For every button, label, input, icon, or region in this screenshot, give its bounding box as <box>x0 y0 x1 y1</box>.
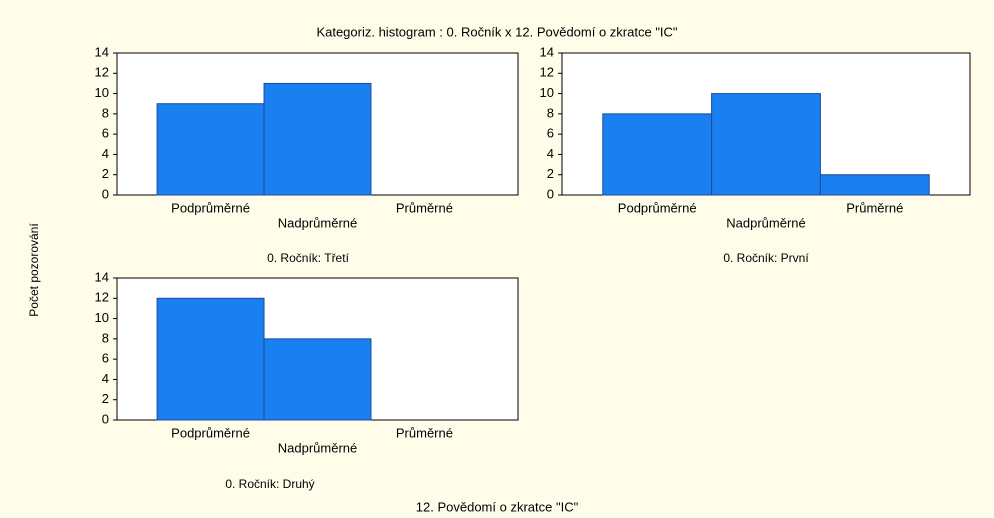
chart-title: Kategoriz. histogram : 0. Ročník x 12. P… <box>316 24 677 39</box>
x-tick-label: Podprůměrné <box>171 425 250 440</box>
y-tick-label: 4 <box>102 146 109 161</box>
y-tick-label: 12 <box>540 65 554 80</box>
bar <box>156 103 265 196</box>
x-tick-label: Podprůměrné <box>171 200 250 215</box>
panel-label: 0. Ročník: Třetí <box>267 251 349 265</box>
y-tick-label: 14 <box>540 44 554 59</box>
x-tick-label: Nadprůměrné <box>726 215 806 230</box>
y-tick-label: 0 <box>102 186 109 201</box>
y-tick-label: 6 <box>102 351 109 366</box>
y-axis-label: Počet pozorování <box>27 223 41 317</box>
y-tick-label: 10 <box>95 85 109 100</box>
y-tick-label: 12 <box>95 65 109 80</box>
x-axis-label: 12. Povědomí o zkratce "IC" <box>416 499 579 514</box>
panel-label: 0. Ročník: Druhý <box>225 477 314 491</box>
y-tick-label: 8 <box>102 105 109 120</box>
x-tick-label: Průměrné <box>846 200 903 215</box>
y-tick-label: 8 <box>102 330 109 345</box>
bar <box>711 93 821 196</box>
bar <box>263 82 372 196</box>
y-tick-label: 6 <box>102 126 109 141</box>
bar <box>263 338 372 421</box>
y-tick-label: 14 <box>95 269 109 284</box>
y-tick-label: 10 <box>95 310 109 325</box>
y-tick-label: 0 <box>102 411 109 426</box>
panel-label: 0. Ročník: První <box>723 251 809 265</box>
y-tick-label: 2 <box>102 391 109 406</box>
y-tick-label: 14 <box>95 44 109 59</box>
y-tick-label: 12 <box>95 290 109 305</box>
bar <box>819 174 930 196</box>
y-tick-label: 2 <box>102 166 109 181</box>
y-tick-label: 10 <box>540 85 554 100</box>
y-tick-label: 0 <box>547 186 554 201</box>
x-tick-label: Průměrné <box>396 200 453 215</box>
x-tick-label: Podprůměrné <box>618 200 697 215</box>
y-tick-label: 4 <box>102 371 109 386</box>
bar <box>156 297 265 421</box>
y-tick-label: 2 <box>547 166 554 181</box>
x-tick-label: Průměrné <box>396 425 453 440</box>
x-tick-label: Nadprůměrné <box>278 440 358 455</box>
bar <box>602 113 713 196</box>
y-tick-label: 6 <box>547 126 554 141</box>
y-tick-label: 4 <box>547 146 554 161</box>
x-tick-label: Nadprůměrné <box>278 215 358 230</box>
y-tick-label: 8 <box>547 105 554 120</box>
